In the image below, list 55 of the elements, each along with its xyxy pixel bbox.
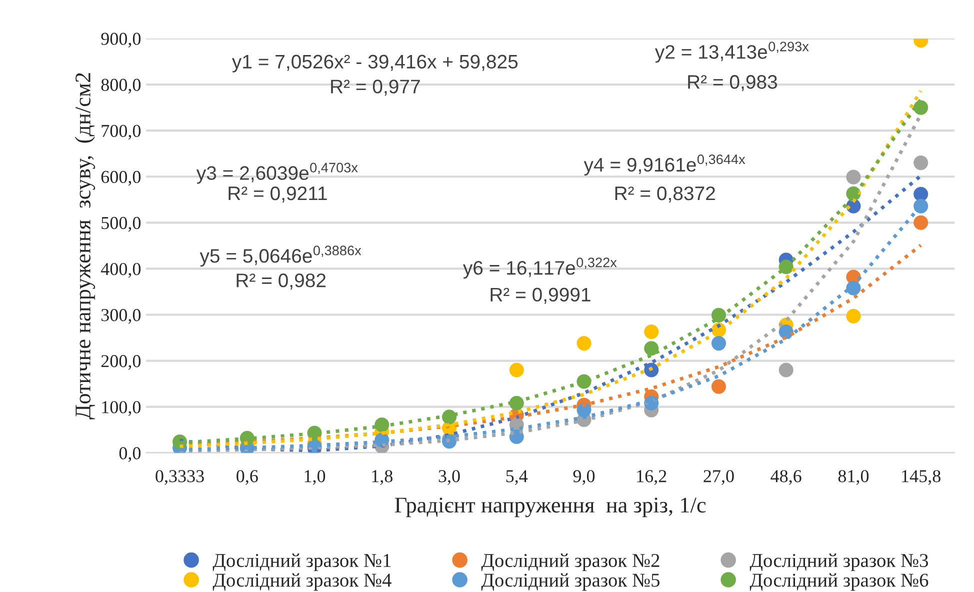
point — [914, 198, 928, 214]
x-tick-label: 27,0 — [704, 470, 734, 485]
annotation: y5 = 5,0646e$^{0,3886x}$ — [200, 246, 362, 267]
legend-label: Дослідний зразок №3 — [750, 554, 928, 572]
point — [644, 324, 659, 340]
point — [914, 215, 928, 230]
annotation: R² = 0,8372 — [615, 186, 715, 203]
legend-label: Дослідний зразок №2 — [481, 554, 660, 572]
x-tick-label: 1,8 — [372, 470, 392, 485]
x-tick-label: 16,2 — [637, 470, 666, 485]
annotation: y2 = 13,413e$^{0,293x}$ — [654, 42, 809, 63]
point — [576, 336, 592, 351]
x-tick-label: 145,8 — [902, 470, 940, 485]
y-axis-title: Дотичне напруження зсуву, (дн/см2 — [74, 73, 96, 420]
annotation: R² = 0,982 — [236, 274, 326, 290]
legend-label: Дослідний зразок №6 — [750, 573, 928, 591]
annotation: R² = 0,983 — [688, 75, 778, 92]
y-tick-label: 900,0 — [101, 32, 141, 48]
x-tick-label: 48,6 — [770, 470, 802, 485]
y-tick-label: 500,0 — [102, 216, 141, 232]
y-tick-label: 700,0 — [102, 124, 141, 140]
y-tick-label: 300,0 — [101, 309, 141, 324]
legend-label: Дослідний зразок №4 — [212, 573, 392, 591]
x-tick-label: 0,6 — [236, 470, 258, 485]
point — [778, 362, 794, 378]
x-tick-label: 3,0 — [438, 470, 460, 485]
x-axis-title: Градієнт напруження на зріз, 1/с — [394, 498, 706, 518]
x-tick-label: 1,0 — [304, 470, 326, 485]
y-tick-label: 200,0 — [101, 355, 141, 370]
annotation: R² = 0,977 — [331, 80, 420, 96]
y-tick-label: 100,0 — [102, 401, 141, 416]
legend-label: Дослідний зразок №5 — [481, 573, 660, 591]
point — [644, 341, 659, 356]
point — [914, 156, 928, 170]
annotation: R² = 0,9991 — [490, 288, 590, 304]
point — [846, 308, 861, 324]
annotation: y1 = 7,0526x² - 39,416x + 59,825 — [232, 54, 518, 72]
point — [846, 170, 861, 184]
point — [509, 362, 524, 378]
x-tick-label: 81,0 — [838, 470, 869, 485]
point — [711, 336, 726, 351]
annotation: y4 = 9,9161e$^{0,3644x}$ — [584, 154, 746, 176]
annotation: y6 = 16,117e$^{0,322x}$ — [462, 258, 617, 279]
point — [711, 379, 726, 394]
y-tick-label: 600,0 — [101, 170, 141, 186]
point — [914, 186, 928, 202]
legend-label: Дослідний зразок №1 — [212, 554, 391, 572]
y-tick-label: 800,0 — [101, 78, 141, 94]
y-tick-label: 400,0 — [100, 262, 141, 278]
x-tick-label: 5,4 — [506, 470, 528, 485]
x-tick-label: 0,3333 — [156, 470, 204, 485]
annotation: R² = 0,9211 — [228, 186, 327, 203]
y-tick-label: 0,0 — [119, 447, 141, 462]
x-tick-label: 9,0 — [573, 470, 595, 485]
annotation: y3 = 2,6039e$^{0,4703x}$ — [196, 162, 358, 184]
